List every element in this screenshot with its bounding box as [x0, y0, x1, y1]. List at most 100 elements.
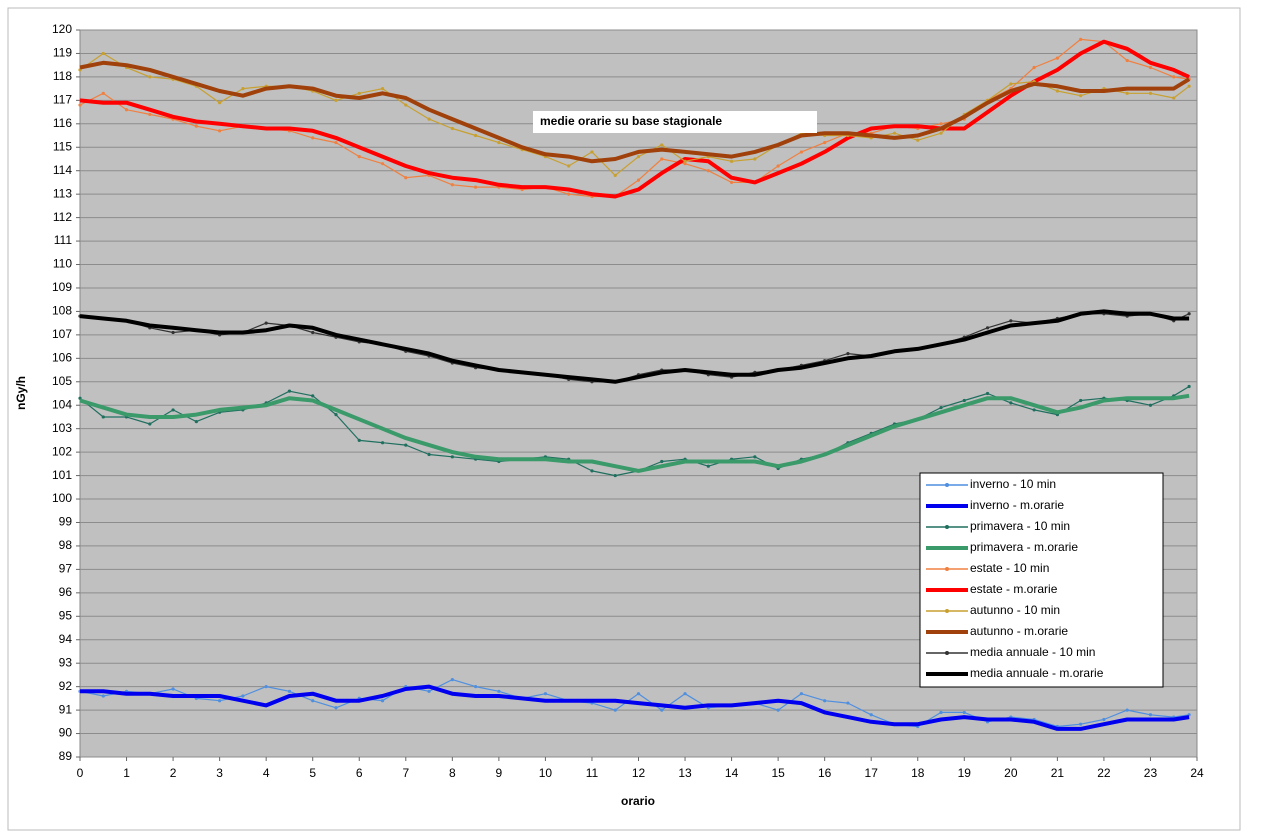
y-tick-label: 106 [52, 350, 72, 364]
series-marker [823, 140, 827, 145]
series-marker [729, 159, 734, 163]
legend-box [919, 472, 1164, 688]
series-marker [1148, 713, 1153, 717]
y-tick-label: 98 [59, 538, 73, 552]
y-tick-label: 99 [59, 515, 73, 529]
series-marker [1187, 384, 1191, 389]
series-marker [404, 103, 408, 107]
series-marker [660, 143, 664, 147]
legend-marker [945, 525, 949, 529]
y-tick-label: 110 [53, 257, 72, 271]
series-marker [823, 699, 827, 703]
x-tick-label: 6 [356, 766, 363, 780]
x-tick-label: 24 [1190, 766, 1204, 780]
y-tick-label: 91 [59, 702, 73, 716]
series-marker [846, 352, 850, 356]
legend-label: estate - 10 min [970, 561, 1049, 575]
series-marker [380, 441, 385, 445]
series-marker [776, 164, 780, 168]
series-marker [1079, 94, 1083, 98]
series-marker [78, 103, 82, 107]
series-marker [613, 708, 617, 712]
x-tick-label: 19 [958, 766, 972, 780]
series-marker [1102, 717, 1106, 722]
series-marker [613, 173, 617, 177]
series-marker [404, 176, 408, 180]
series-marker [1148, 91, 1153, 95]
x-tick-label: 21 [1051, 766, 1065, 780]
y-tick-label: 108 [52, 304, 72, 318]
series-marker [194, 420, 198, 424]
series-marker [101, 91, 105, 95]
legend-label: autunno - 10 min [970, 603, 1060, 617]
series-marker [729, 180, 734, 185]
legend-marker [945, 567, 949, 571]
series-line-thick [79, 309, 1190, 384]
y-tick-label: 115 [53, 139, 72, 153]
x-tick-label: 17 [865, 766, 879, 780]
y-tick-label: 119 [53, 46, 72, 60]
series-marker [1125, 58, 1129, 63]
series-marker [660, 708, 664, 712]
x-tick-label: 0 [77, 766, 84, 780]
series-marker [1172, 75, 1176, 79]
legend: inverno - 10 min inverno - m.orarie primav… [919, 472, 1164, 688]
series-marker [1009, 82, 1013, 86]
x-tick-label: 23 [1144, 766, 1158, 780]
series-marker [218, 129, 222, 133]
y-tick-label: 100 [52, 491, 72, 505]
series-marker [218, 699, 222, 703]
series-marker [148, 75, 152, 79]
series-marker [706, 169, 710, 173]
series-marker [543, 692, 548, 696]
x-tick-label: 13 [678, 766, 692, 780]
x-tick-label: 8 [449, 766, 456, 780]
series-marker [1009, 401, 1013, 405]
y-tick-label: 105 [52, 374, 72, 388]
series-marker [334, 140, 338, 145]
series-marker [985, 326, 990, 330]
series-marker [706, 464, 710, 468]
series-marker [311, 699, 315, 703]
series-marker [101, 415, 105, 419]
series-marker [1079, 398, 1083, 403]
y-tick-label: 104 [52, 397, 72, 411]
series-marker [427, 117, 431, 121]
series-marker [427, 452, 431, 457]
legend-label: estate - m.orarie [970, 582, 1058, 596]
y-tick-label: 116 [53, 116, 72, 130]
legend-label: media annuale - m.orarie [970, 666, 1104, 680]
series-marker [916, 138, 920, 142]
series-marker [380, 87, 385, 91]
series-marker [962, 710, 966, 715]
x-axis-label: orario [621, 794, 655, 808]
x-tick-label: 2 [170, 766, 177, 780]
legend-label: primavera - 10 min [970, 519, 1070, 533]
x-tick-label: 12 [632, 766, 646, 780]
legend-label: inverno - m.orarie [970, 498, 1064, 512]
y-tick-label: 109 [52, 280, 72, 294]
series-marker [567, 192, 571, 196]
series-marker [636, 692, 641, 696]
series-marker [1172, 96, 1176, 100]
series-marker [753, 157, 757, 161]
y-tick-label: 97 [59, 562, 73, 576]
series-marker [148, 112, 152, 117]
legend-label: media annuale - 10 min [970, 645, 1095, 659]
series-marker [590, 469, 594, 473]
series-marker [241, 694, 245, 698]
series-marker [660, 157, 664, 161]
y-tick-label: 112 [53, 210, 72, 224]
series-marker [334, 98, 338, 102]
series-marker [380, 162, 385, 166]
series-marker [450, 455, 454, 459]
series-marker [590, 150, 594, 154]
series-line-thick [80, 684, 1190, 731]
series-marker [1125, 91, 1129, 95]
series-marker [776, 708, 780, 712]
series-marker [1032, 408, 1036, 412]
series-marker [171, 330, 175, 335]
series-marker [357, 155, 361, 159]
series-marker [148, 422, 152, 426]
series-line-thick [79, 393, 1190, 473]
